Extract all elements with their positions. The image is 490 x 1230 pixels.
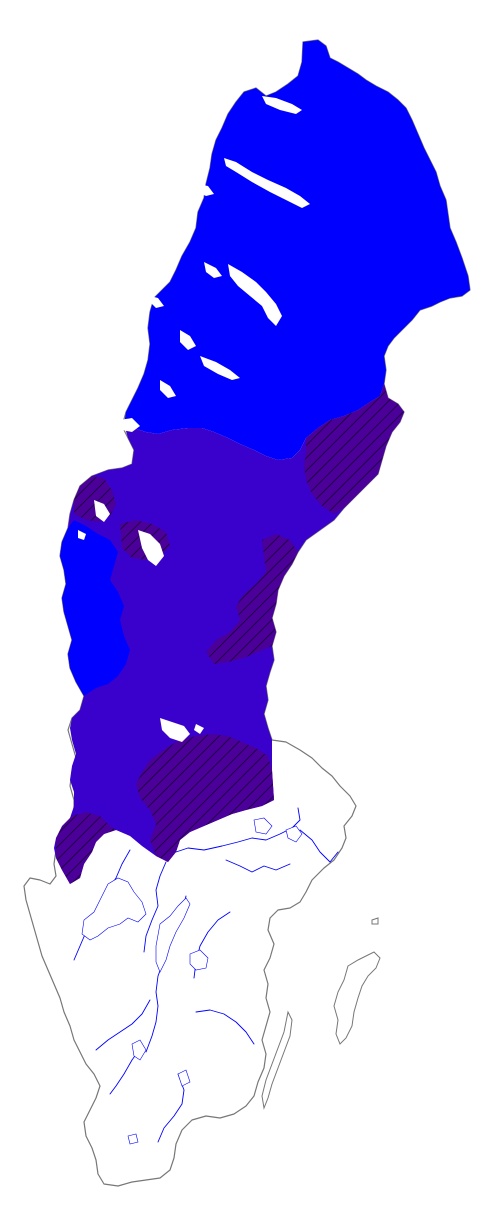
western-mountain-zone [60,520,130,696]
small-island [371,917,379,925]
oland-island [261,1010,293,1110]
southern-lakes [81,817,303,1145]
hatched-western-zone [56,812,116,884]
central-lakes [78,500,204,742]
gotland-island [333,951,381,1045]
hatched-coastal-zone-north [304,384,404,514]
northern-zone [124,40,470,460]
hatched-coastal-zone-mid [206,534,298,664]
northern-lakes [120,96,310,432]
hatched-coastal-zone-south [136,734,274,862]
